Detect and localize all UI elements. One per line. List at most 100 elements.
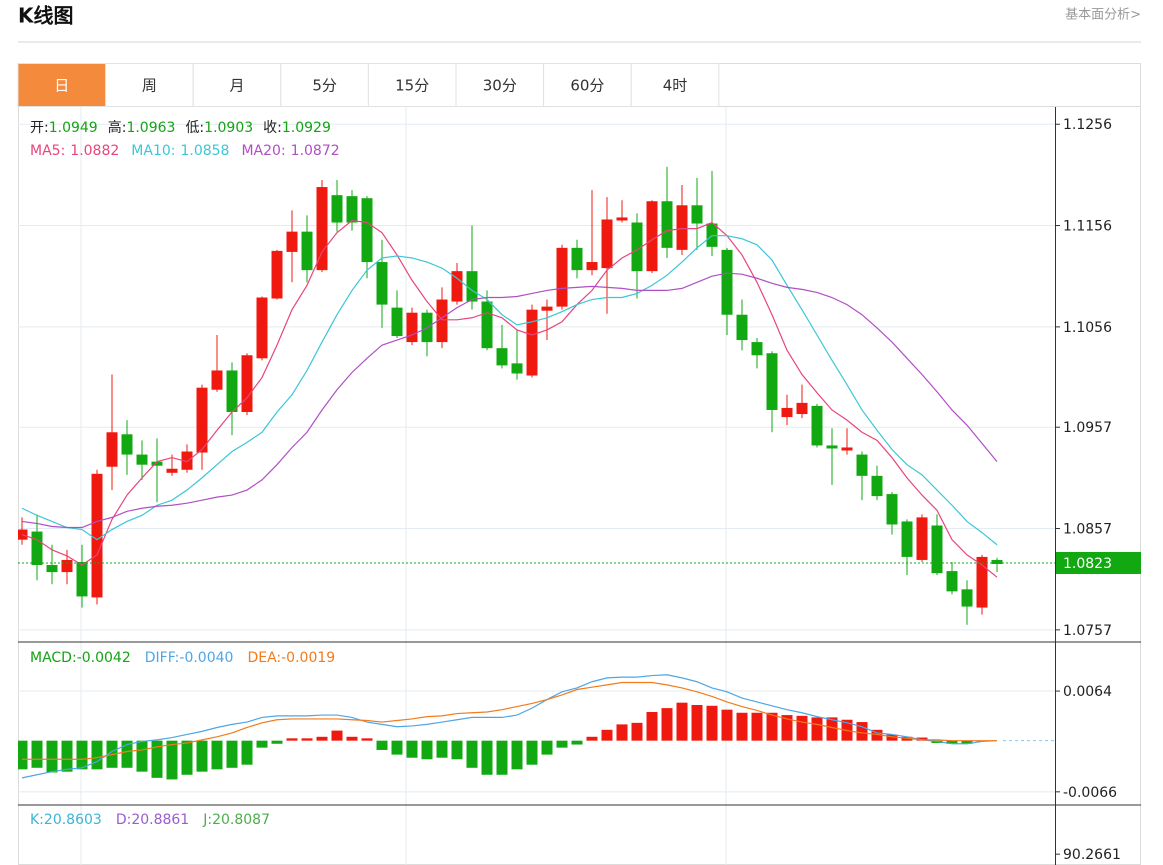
vertical-grid xyxy=(80,107,727,865)
candle-body xyxy=(886,494,898,525)
tab-label[interactable]: 日 xyxy=(54,77,69,95)
tab-bar: 日 周 月 5分 15分 30分 60分 4时 xyxy=(17,63,720,107)
tab-label[interactable]: 60分 xyxy=(570,77,604,95)
y-tick-label: 0.0064 xyxy=(1063,684,1112,700)
candle-body xyxy=(466,271,478,302)
legend-value: -0.0040 xyxy=(179,650,233,666)
candle-body xyxy=(871,475,883,497)
y-axes: 1.0757 1.0857 1.0957 1.1056 1.1156 1.1256 1.08… xyxy=(1055,117,1141,863)
macd-bar xyxy=(376,740,388,750)
candle-body xyxy=(166,468,178,473)
candle-body xyxy=(541,306,553,311)
macd-bar xyxy=(526,740,538,765)
macd-bar xyxy=(361,738,373,741)
macd-bar xyxy=(676,702,688,741)
macd-bar xyxy=(31,740,43,768)
macd-bar xyxy=(136,740,148,772)
readout-label: 高: xyxy=(108,119,127,136)
tab-label[interactable]: 5分 xyxy=(312,77,337,95)
candle-body xyxy=(841,447,853,451)
readout-value: 1.0949 xyxy=(49,120,98,136)
tab[interactable] xyxy=(630,63,720,107)
tab-label[interactable]: 4时 xyxy=(663,77,688,95)
macd-bar xyxy=(391,740,403,755)
candle-body xyxy=(691,205,703,224)
legend-value: -0.0042 xyxy=(77,650,131,666)
candle-body xyxy=(451,271,463,302)
tab-label[interactable]: 30分 xyxy=(483,77,517,95)
legend-name: K: xyxy=(30,812,44,828)
page-title: K线图 xyxy=(18,4,74,28)
tab[interactable] xyxy=(192,63,282,107)
macd-bar xyxy=(961,740,973,744)
macd-bar xyxy=(181,740,193,775)
legend-row: MACD:-0.0042 DIFF:-0.0040 DEA:-0.0019 xyxy=(30,650,335,666)
candle-body xyxy=(991,559,1003,565)
candle-body xyxy=(721,249,733,315)
macd-bar xyxy=(346,736,358,741)
candle-body xyxy=(616,217,628,221)
candle-body xyxy=(256,297,268,359)
tab[interactable] xyxy=(17,63,107,107)
legend-name: MA5: xyxy=(30,143,65,159)
candle-body xyxy=(601,219,613,269)
candle-body xyxy=(661,201,673,248)
tab-label[interactable]: 周 xyxy=(142,77,157,95)
macd-bar xyxy=(421,740,433,760)
candle-body xyxy=(196,387,208,453)
candle-body xyxy=(976,556,988,608)
legend-value: 20.8603 xyxy=(44,812,102,828)
candle-body xyxy=(136,454,148,465)
macd-bar xyxy=(601,729,613,741)
fundamental-link[interactable]: 基本面分析> xyxy=(1065,8,1141,23)
macd-bar xyxy=(436,740,448,758)
candle-body xyxy=(901,521,913,557)
macd-bar xyxy=(616,724,628,741)
macd-panel xyxy=(18,674,1055,793)
macd-bar xyxy=(451,740,463,760)
y-tick-label: 1.1156 xyxy=(1063,219,1112,235)
legend-name: MACD: xyxy=(30,650,77,666)
legend-value: -0.0019 xyxy=(281,650,335,666)
tab[interactable] xyxy=(280,63,369,107)
legend-name: MA10: xyxy=(131,143,175,159)
legend-name: D: xyxy=(116,812,132,828)
candle-body xyxy=(766,353,778,410)
macd-bar xyxy=(571,740,583,745)
candle-body xyxy=(796,402,808,415)
macd-bar xyxy=(766,712,778,741)
tab-label[interactable]: 月 xyxy=(229,77,244,95)
candle-body xyxy=(646,201,658,272)
candle-body xyxy=(736,314,748,341)
macd-bar xyxy=(541,740,553,755)
legend-value: 1.0872 xyxy=(291,143,340,159)
candle-body xyxy=(856,454,868,476)
macd-bar xyxy=(826,717,838,741)
candle-body xyxy=(76,561,88,597)
tab[interactable] xyxy=(455,63,545,107)
candle-body xyxy=(346,196,358,223)
candle-body xyxy=(811,405,823,446)
tab-label[interactable]: 15分 xyxy=(395,77,429,95)
y-tick-label: 1.0757 xyxy=(1063,623,1112,639)
macd-bar xyxy=(316,736,328,741)
macd-bar xyxy=(811,717,823,741)
legend-name: DEA: xyxy=(247,650,281,666)
readout-value: 1.0903 xyxy=(204,120,253,136)
tab[interactable] xyxy=(367,63,457,107)
macd-bar xyxy=(736,712,748,741)
candle-body xyxy=(511,363,523,374)
candle-body xyxy=(586,262,598,271)
candle-body xyxy=(631,222,643,272)
macd-bar xyxy=(226,740,238,768)
tab[interactable] xyxy=(543,63,632,107)
candle-body xyxy=(226,370,238,413)
macd-line xyxy=(22,681,997,760)
candle-body xyxy=(826,445,838,449)
y-tick-label: 1.1056 xyxy=(1063,320,1112,336)
macd-bar xyxy=(466,740,478,768)
candle-body xyxy=(331,195,343,223)
readout-value: 1.0963 xyxy=(126,120,175,136)
macd-bar xyxy=(76,740,88,770)
